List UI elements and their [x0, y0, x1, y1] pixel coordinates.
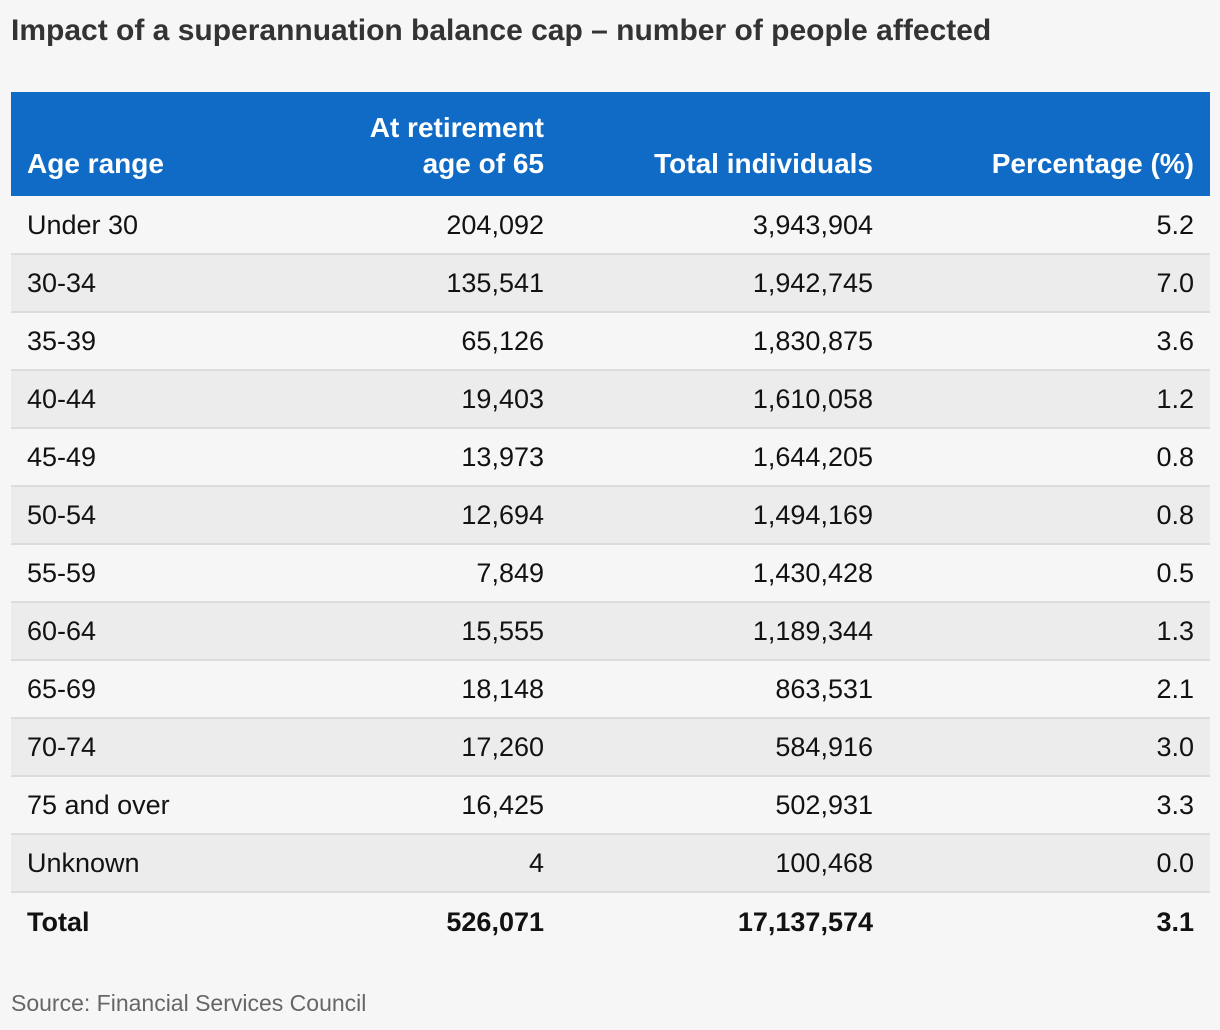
cell-at-retirement: 18,148	[461, 674, 544, 704]
table-row: Unknown 4 100,468 0.0	[11, 834, 1210, 892]
cell-at-retirement: 16,425	[461, 790, 544, 820]
cell-at-retirement: 13,973	[461, 442, 544, 472]
cell-total-individuals: 502,931	[775, 790, 873, 820]
table-row: 70-74 17,260 584,916 3.0	[11, 718, 1210, 776]
header-at-retirement-line2: age of 65	[422, 148, 544, 179]
cell-total-individuals: 1,830,875	[752, 326, 873, 356]
cell-percentage: 7.0	[1156, 268, 1194, 298]
table-row: 35-39 65,126 1,830,875 3.6	[11, 312, 1210, 370]
cell-total-individuals: 863,531	[775, 674, 873, 704]
header-at-retirement: At retirement age of 65	[216, 92, 560, 196]
header-total-individuals: Total individuals	[654, 148, 873, 179]
cell-age-range: 35-39	[27, 326, 97, 356]
cell-at-retirement: 7,849	[476, 558, 544, 588]
total-cell-total-individuals: 17,137,574	[737, 906, 873, 937]
cell-percentage: 1.2	[1156, 384, 1194, 414]
table-body: Under 30 204,092 3,943,904 5.2 30-34 135,541 1…	[11, 196, 1210, 950]
cell-age-range: 65-69	[27, 674, 97, 704]
cell-total-individuals: 100,468	[775, 848, 873, 878]
cell-percentage: 3.0	[1156, 732, 1194, 762]
cell-at-retirement: 17,260	[461, 732, 544, 762]
table-title: Impact of a superannuation balance cap –…	[11, 14, 992, 47]
cell-age-range: 40-44	[27, 384, 97, 414]
cell-at-retirement: 204,092	[446, 209, 544, 240]
cell-age-range: 30-34	[27, 268, 97, 298]
source-note: Source: Financial Services Council	[11, 990, 367, 1016]
table-row: 50-54 12,694 1,494,169 0.8	[11, 486, 1210, 544]
cell-age-range: 45-49	[27, 442, 97, 472]
total-cell-age-range: Total	[27, 906, 90, 937]
cell-at-retirement: 65,126	[461, 326, 544, 356]
cell-percentage: 1.3	[1156, 616, 1194, 646]
cell-percentage: 3.3	[1156, 790, 1194, 820]
cell-percentage: 3.6	[1156, 326, 1194, 356]
header-percentage: Percentage (%)	[991, 148, 1194, 179]
affected-people-table: Age range At retirement age of 65 Total …	[11, 92, 1210, 950]
cell-age-range: Under 30	[27, 209, 139, 240]
cell-total-individuals: 584,916	[775, 732, 873, 762]
table-row: 45-49 13,973 1,644,205 0.8	[11, 428, 1210, 486]
cell-total-individuals: 1,644,205	[752, 442, 873, 472]
total-row: Total 526,071 17,137,574 3.1	[11, 892, 1210, 950]
table-row: 75 and over 16,425 502,931 3.3	[11, 776, 1210, 834]
cell-percentage: 5.2	[1156, 209, 1194, 240]
cell-age-range: Unknown	[27, 848, 140, 878]
cell-age-range: 50-54	[27, 500, 97, 530]
cell-total-individuals: 1,610,058	[752, 384, 873, 414]
total-cell-percentage: 3.1	[1156, 906, 1194, 937]
table-row: 40-44 19,403 1,610,058 1.2	[11, 370, 1210, 428]
cell-total-individuals: 3,943,904	[752, 209, 873, 240]
cell-percentage: 0.8	[1156, 442, 1194, 472]
cell-total-individuals: 1,942,745	[752, 268, 873, 298]
cell-percentage: 2.1	[1156, 674, 1194, 704]
cell-at-retirement: 4	[528, 848, 544, 878]
cell-at-retirement: 135,541	[446, 268, 544, 298]
cell-age-range: 60-64	[27, 616, 97, 646]
table-row: 60-64 15,555 1,189,344 1.3	[11, 602, 1210, 660]
table-header-row: Age range At retirement age of 65 Total …	[11, 92, 1210, 196]
cell-age-range: 75 and over	[27, 790, 170, 820]
cell-percentage: 0.8	[1156, 500, 1194, 530]
header-age-range: Age range	[27, 148, 164, 179]
cell-at-retirement: 19,403	[461, 384, 544, 414]
cell-percentage: 0.0	[1156, 848, 1194, 878]
total-cell-at-retirement: 526,071	[446, 906, 544, 937]
cell-percentage: 0.5	[1156, 558, 1194, 588]
cell-age-range: 55-59	[27, 558, 97, 588]
cell-total-individuals: 1,494,169	[752, 500, 873, 530]
table-row: 30-34 135,541 1,942,745 7.0	[11, 254, 1210, 312]
cell-total-individuals: 1,189,344	[752, 616, 873, 646]
cell-at-retirement: 12,694	[461, 500, 544, 530]
cell-age-range: 70-74	[27, 732, 97, 762]
cell-at-retirement: 15,555	[461, 616, 544, 646]
table-row: Under 30 204,092 3,943,904 5.2	[11, 196, 1210, 254]
cell-total-individuals: 1,430,428	[752, 558, 873, 588]
header-at-retirement-line1: At retirement	[369, 112, 544, 143]
table-row: 55-59 7,849 1,430,428 0.5	[11, 544, 1210, 602]
table-row: 65-69 18,148 863,531 2.1	[11, 660, 1210, 718]
